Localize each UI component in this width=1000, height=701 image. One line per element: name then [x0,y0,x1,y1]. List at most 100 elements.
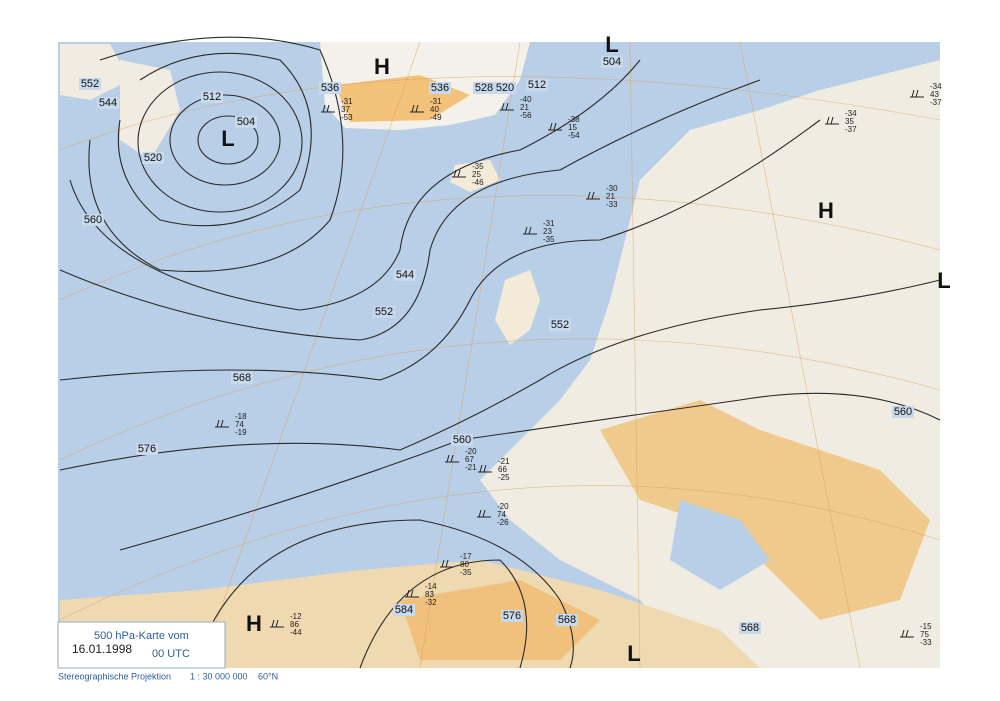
station-value: -35 [472,162,484,171]
station-value: -33 [606,200,618,209]
station-value: -20 [497,502,509,511]
contour-label: 504 [603,56,621,68]
station-value: -30 [606,184,618,193]
wind-barb [321,104,335,113]
pressure-center: L [937,268,950,293]
contour-label-bg [394,269,416,281]
contour-label: 584 [395,604,413,616]
contour-label: 560 [84,214,102,226]
contour-label-bg [97,97,119,109]
contour-label: 512 [203,91,221,103]
station-value: -31 [430,97,442,106]
map-time: 00 UTC [152,648,190,660]
contour-label-bg [501,610,523,622]
contour-label-bg [601,56,623,68]
contour-label: 544 [99,97,117,109]
latitude: 60°N [258,671,278,681]
wind-barb [910,89,924,98]
station-value: -37 [845,125,857,134]
station-value: -54 [568,131,580,140]
station-value: -34 [930,82,942,91]
station-value: -18 [235,412,247,421]
station-value: -56 [520,111,532,120]
wind-barb [445,454,459,463]
station-value: -33 [920,638,932,647]
contour-label: 520 [144,152,162,164]
station-value: 67 [465,455,474,464]
wind-barb [405,589,419,598]
station-value: 21 [606,192,615,201]
station-value: -38 [568,115,580,124]
station-value: -17 [460,552,472,561]
station-value: 74 [497,510,506,519]
wind-barb [215,419,229,428]
contour-label: 560 [453,434,471,446]
contour-label-bg [373,306,395,318]
map-title: 500 hPa-Karte vom [94,630,189,642]
contour-label-bg [451,434,473,446]
pressure-center: H [374,54,390,79]
contour-label-bg [142,152,164,164]
station-value: 21 [520,103,529,112]
station-value: -19 [235,428,247,437]
station-value: 75 [920,630,929,639]
station-value: 35 [845,117,854,126]
contour-label: 568 [558,614,576,626]
contour-label: 552 [551,319,569,331]
pressure-center: L [627,641,640,666]
projection: Stereographische Projektion [58,671,171,681]
wind-barb [478,464,492,473]
contour-label-bg [79,78,101,90]
station-value: -53 [341,113,353,122]
wind-barb [500,102,514,111]
station-value: -37 [930,98,942,107]
contour-label-bg [235,116,257,128]
station-value: -40 [520,95,532,104]
contour-label-bg [393,604,415,616]
contour-label: 528 [475,82,493,94]
scale: 1 : 30 000 000 [190,671,248,681]
station-value: 15 [568,123,577,132]
station-value: 43 [930,90,939,99]
wind-barb [825,116,839,125]
station-value: -46 [472,178,484,187]
station-value: -20 [465,447,477,456]
graticule [59,41,941,669]
contour-label-bg [136,443,158,455]
pressure-center: H [246,611,262,636]
contour-label: 568 [741,622,759,634]
pressure-center: L [221,126,234,151]
contour-label-bg [429,82,451,94]
wind-barb [477,509,491,518]
station-value: -15 [920,622,932,631]
contour-label-bg [556,614,578,626]
wind-barb [586,191,600,200]
wind-barb [410,104,424,113]
station-value: -31 [341,97,353,106]
contour-label-bg [892,406,914,418]
station-value: -44 [290,628,302,637]
contour-label-bg [231,372,253,384]
contour-label: 568 [233,372,251,384]
station-value: 86 [290,620,299,629]
station-value: -49 [430,113,442,122]
pressure-center: H [818,198,834,223]
contour-label: 520 [496,82,514,94]
station-value: -25 [498,473,510,482]
contour-label-bg [319,82,341,94]
station-value: -21 [465,463,477,472]
wind-barb [270,619,284,628]
contour-label: 552 [375,306,393,318]
contour-label: 576 [503,610,521,622]
station-value: -14 [425,582,437,591]
station-value: -12 [290,612,302,621]
land [60,42,940,668]
contour-label: 504 [237,116,255,128]
contour-label: 544 [396,269,414,281]
wind-barb [452,169,466,178]
station-value: 83 [425,590,434,599]
station-value: 37 [341,105,350,114]
contour-label: 536 [431,82,449,94]
legend-box [57,621,226,669]
